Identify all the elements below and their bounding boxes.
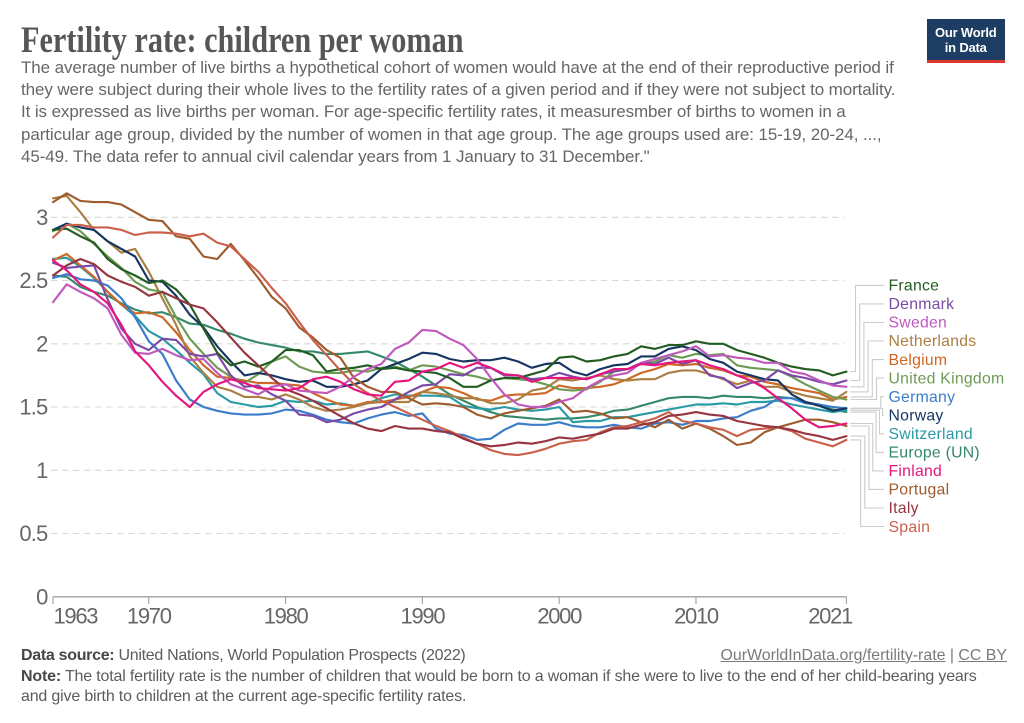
svg-text:1.5: 1.5 [19, 395, 48, 420]
svg-text:Norway: Norway [889, 407, 944, 424]
svg-text:Spain: Spain [889, 519, 931, 536]
svg-text:Portugal: Portugal [889, 482, 950, 499]
svg-text:2.5: 2.5 [19, 268, 48, 293]
svg-text:Belgium: Belgium [889, 352, 948, 369]
svg-text:1970: 1970 [127, 604, 172, 629]
svg-text:2010: 2010 [674, 604, 719, 629]
svg-text:Switzerland: Switzerland [889, 426, 973, 443]
svg-text:Italy: Italy [889, 500, 919, 517]
svg-text:1980: 1980 [264, 604, 309, 629]
svg-text:0.5: 0.5 [19, 521, 48, 546]
svg-text:Sweden: Sweden [889, 315, 948, 332]
svg-text:Europe (UN): Europe (UN) [889, 445, 980, 462]
svg-text:2: 2 [36, 331, 48, 356]
svg-text:Netherlands: Netherlands [889, 333, 977, 350]
svg-text:France: France [889, 278, 940, 295]
svg-text:Denmark: Denmark [889, 296, 955, 313]
svg-text:Finland: Finland [889, 463, 943, 480]
svg-text:1990: 1990 [401, 604, 446, 629]
svg-text:Germany: Germany [889, 389, 956, 406]
svg-text:1: 1 [36, 458, 48, 483]
svg-text:2021: 2021 [808, 604, 853, 629]
svg-text:United Kingdom: United Kingdom [889, 370, 1005, 387]
svg-text:1963: 1963 [54, 604, 99, 629]
svg-text:2000: 2000 [537, 604, 582, 629]
svg-text:0: 0 [36, 584, 48, 609]
svg-text:3: 3 [36, 205, 48, 230]
